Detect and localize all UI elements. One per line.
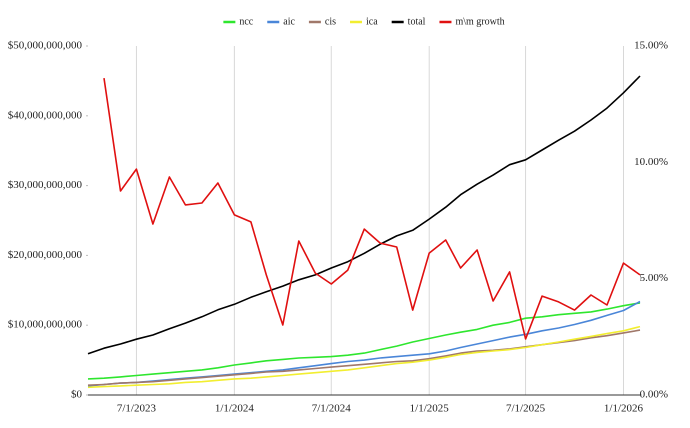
y2-tick-label: 5.00% xyxy=(640,272,668,284)
y-tick-label: $50,000,000,000 xyxy=(8,40,83,52)
x-tick-label: 1/1/2024 xyxy=(215,403,255,415)
y-tick-label: $10,000,000,000 xyxy=(8,319,83,331)
legend-label: ica xyxy=(366,16,378,27)
series-line xyxy=(87,325,641,389)
legend-label: cis xyxy=(325,16,336,27)
legend-label: aic xyxy=(283,16,295,27)
legend-label: ncc xyxy=(239,16,253,27)
y2-tick-label: 0.00% xyxy=(640,389,668,401)
x-tick-label: 7/1/2023 xyxy=(117,403,157,415)
legend-label: total xyxy=(408,16,426,27)
y2-tick-label: 15.00% xyxy=(634,40,668,52)
x-tick-label: 1/1/2026 xyxy=(604,403,644,415)
x-tick-label: 7/1/2025 xyxy=(506,403,546,415)
y-tick-label: $40,000,000,000 xyxy=(8,109,83,121)
y-tick-label: $0 xyxy=(71,389,83,401)
series-line xyxy=(87,329,641,386)
y2-tick-label: 10.00% xyxy=(634,156,668,168)
series-line xyxy=(87,75,641,355)
legend-label: m\m growth xyxy=(455,16,504,27)
y-tick-label: $20,000,000,000 xyxy=(8,249,83,261)
y-tick-label: $30,000,000,000 xyxy=(8,179,83,191)
series-line xyxy=(87,302,641,380)
series-line xyxy=(103,77,641,340)
x-tick-label: 7/1/2024 xyxy=(312,403,352,415)
x-tick-label: 1/1/2025 xyxy=(410,403,450,415)
